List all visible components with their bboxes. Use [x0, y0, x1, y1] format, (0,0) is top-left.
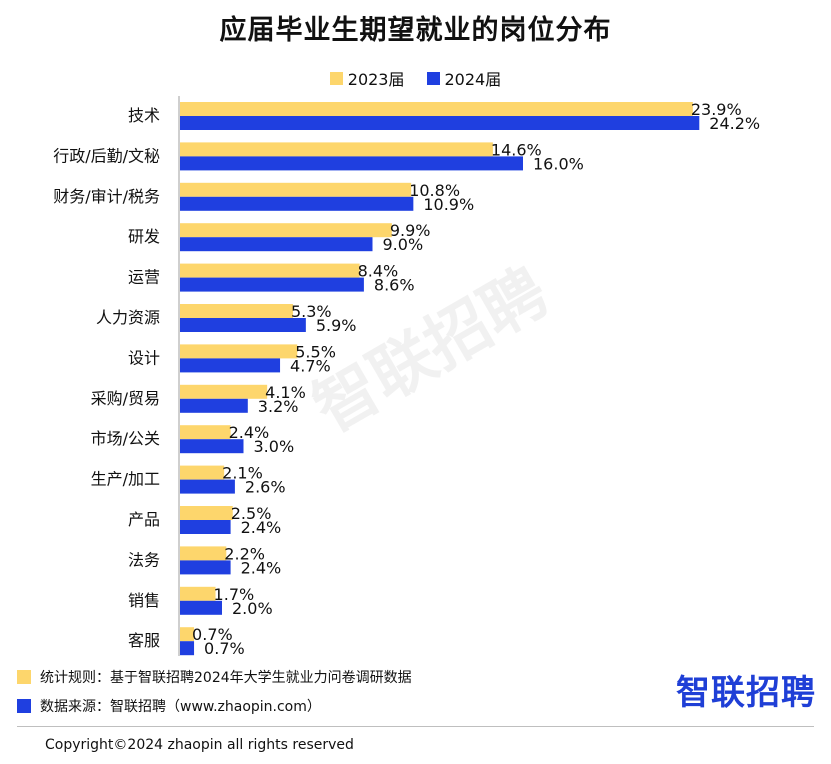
- category-label: 人力资源: [96, 308, 160, 327]
- data-label: 23.9%: [691, 100, 742, 119]
- bar-2024届: [179, 116, 700, 130]
- bar-2023届: [179, 304, 293, 318]
- data-label: 3.0%: [254, 437, 295, 456]
- footer-divider: [17, 726, 814, 727]
- data-label: 5.9%: [316, 316, 357, 335]
- note-swatch-yellow: [17, 670, 31, 684]
- bar-2023届: [179, 627, 195, 642]
- category-label: 生产/加工: [91, 470, 160, 489]
- bar-2024届: [179, 641, 195, 656]
- bar-2023届: [179, 223, 392, 238]
- data-label: 2.0%: [232, 599, 273, 618]
- bar-2023届: [179, 425, 231, 440]
- bar-2023届: [179, 182, 412, 197]
- bar-2024届: [179, 439, 244, 454]
- data-label: 9.9%: [390, 221, 431, 240]
- bar-2024届: [179, 237, 373, 252]
- data-label: 24.2%: [709, 114, 760, 133]
- bar-2023届: [179, 465, 225, 480]
- category-label: 财务/审计/税务: [53, 187, 160, 206]
- data-label: 2.5%: [231, 504, 272, 523]
- bar-2023届: [179, 384, 268, 399]
- bar-2023届: [179, 344, 298, 359]
- data-label: 2.6%: [245, 478, 286, 497]
- bar-2024届: [179, 560, 231, 575]
- data-label: 9.0%: [383, 235, 424, 254]
- category-label: 研发: [128, 227, 160, 246]
- category-label: 客服: [128, 631, 160, 650]
- data-label: 5.3%: [291, 302, 332, 321]
- legend-swatch-2023: [329, 71, 343, 85]
- bar-2023届: [179, 102, 693, 116]
- legend: 2023届 2024届: [0, 66, 831, 90]
- data-label: 2.4%: [241, 558, 282, 577]
- category-label: 产品: [128, 510, 160, 529]
- bar-2024届: [179, 398, 248, 413]
- data-label: 4.1%: [265, 383, 306, 402]
- note-source: 数据来源：智联招聘（www.zhaopin.com）: [17, 696, 321, 716]
- bar-2024届: [179, 318, 306, 332]
- legend-label-2023: 2023届: [347, 70, 405, 89]
- legend-item-2023: 2023届: [329, 66, 405, 90]
- note-rule-text: 统计规则：基于智联招聘2024年大学生就业力问卷调研数据: [40, 670, 412, 686]
- bar-2024届: [179, 600, 222, 615]
- data-label: 5.5%: [295, 342, 336, 361]
- bar-2024届: [179, 520, 231, 534]
- data-label: 10.8%: [409, 181, 460, 200]
- note-swatch-blue: [17, 699, 31, 713]
- bar-2024届: [179, 196, 414, 211]
- category-label: 运营: [128, 268, 160, 287]
- bar-2024届: [179, 358, 281, 373]
- bar-2023届: [179, 546, 227, 561]
- chart-title: 应届毕业生期望就业的岗位分布: [219, 15, 612, 46]
- data-label: 1.7%: [214, 585, 255, 604]
- data-label: 4.7%: [290, 356, 331, 375]
- data-label: 16.0%: [533, 154, 584, 173]
- category-label: 行政/后勤/文秘: [53, 146, 160, 165]
- category-label: 市场/公关: [91, 429, 160, 448]
- note-rule: 统计规则：基于智联招聘2024年大学生就业力问卷调研数据: [17, 667, 412, 687]
- category-label: 销售: [128, 591, 160, 610]
- data-label: 2.2%: [224, 544, 265, 563]
- category-label: 设计: [128, 348, 160, 367]
- bar-2024届: [179, 277, 364, 292]
- bar-2024届: [179, 156, 523, 171]
- bar-2023届: [179, 263, 360, 278]
- data-label: 2.4%: [229, 423, 270, 442]
- data-label: 3.2%: [258, 397, 299, 416]
- bar-2024届: [179, 479, 235, 494]
- legend-item-2024: 2024届: [426, 66, 502, 90]
- data-label: 10.9%: [423, 195, 474, 214]
- category-label: 采购/贸易: [91, 389, 160, 408]
- data-label: 0.7%: [192, 625, 233, 644]
- data-label: 8.6%: [374, 276, 415, 295]
- data-label: 8.4%: [358, 262, 399, 281]
- bar-2023届: [179, 506, 233, 520]
- data-label: 2.1%: [222, 464, 263, 483]
- category-label: 技术: [128, 106, 160, 125]
- copyright: Copyright©2024 zhaopin all rights reserv…: [45, 737, 354, 753]
- data-label: 2.4%: [241, 518, 282, 537]
- category-label: 法务: [128, 550, 160, 569]
- brand-logo: 智联招聘: [676, 673, 816, 713]
- bar-2023届: [179, 586, 216, 601]
- data-label: 0.7%: [204, 639, 245, 658]
- data-label: 14.6%: [491, 140, 542, 159]
- legend-swatch-2024: [426, 71, 440, 85]
- note-source-text: 数据来源：智联招聘（www.zhaopin.com）: [40, 699, 321, 715]
- legend-label-2024: 2024届: [444, 70, 502, 89]
- bar-2023届: [179, 142, 493, 157]
